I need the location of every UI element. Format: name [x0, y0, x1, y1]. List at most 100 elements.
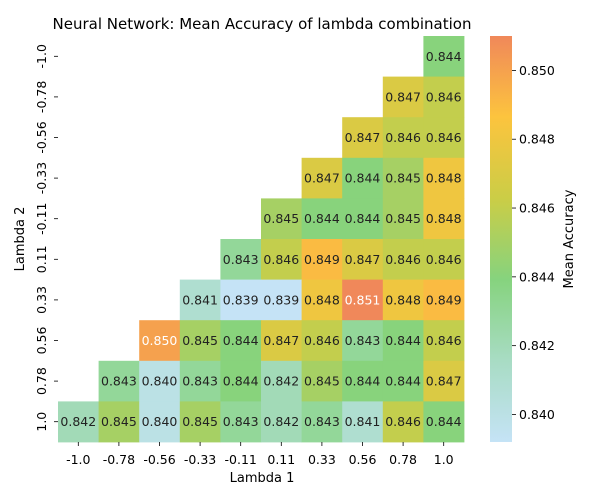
- x-tick-label: -0.78: [103, 452, 135, 467]
- heatmap-cell: [261, 198, 302, 240]
- cell-value-label: 0.848: [426, 171, 462, 186]
- heatmap-cell: [423, 36, 465, 77]
- heatmap-cell: [220, 401, 262, 443]
- heatmap-cell: [382, 279, 424, 321]
- heatmap-cell: [382, 76, 424, 118]
- heatmap-cell: [342, 157, 384, 199]
- y-tick-label: 0.11: [34, 245, 49, 273]
- heatmap-cell: [261, 401, 302, 443]
- cell-value-label: 0.847: [385, 89, 421, 104]
- colorbar-tick-label: 0.848: [519, 132, 555, 147]
- heatmap-cell: [179, 401, 221, 443]
- cell-value-label: 0.843: [223, 252, 259, 267]
- y-tick-label: -0.33: [34, 162, 49, 194]
- cell-value-label: 0.843: [304, 414, 340, 429]
- heatmap-cell: [261, 320, 302, 362]
- cell-value-label: 0.844: [223, 374, 259, 389]
- y-axis: -1.0 -0.78 -0.56 -0.33 -0.11 0.11 0.33 0.56 0.78…: [34, 44, 58, 432]
- heatmap-cell: [98, 360, 140, 402]
- cell-value-label: 0.843: [101, 374, 137, 389]
- cell-value-label: 0.839: [263, 292, 299, 307]
- heatmap-cell: [98, 401, 140, 443]
- cell-value-label: 0.845: [385, 171, 421, 186]
- heatmap-cell: [382, 198, 424, 240]
- cell-value-label: 0.849: [426, 292, 462, 307]
- cell-value-label: 0.850: [142, 333, 178, 348]
- cell-value-label: 0.847: [426, 374, 462, 389]
- y-tick-label: -0.56: [34, 121, 49, 153]
- heatmap-cell: [423, 76, 465, 118]
- cell-value-label: 0.846: [385, 252, 421, 267]
- cell-value-label: 0.845: [101, 414, 137, 429]
- heatmap-cell: [220, 239, 262, 280]
- colorbar-label: Mean Accuracy: [562, 189, 577, 288]
- heatmap-cell: [382, 401, 424, 443]
- x-axis: -1.0 -0.78 -0.56 -0.33 -0.11 0.11 0.33 0.56 0.78…: [66, 442, 454, 467]
- heatmap-cell: [342, 279, 384, 321]
- heatmap-cell: [423, 320, 465, 362]
- heatmap-cell: [423, 198, 465, 240]
- x-tick-label: 0.11: [267, 452, 295, 467]
- cell-value-label: 0.843: [182, 374, 218, 389]
- x-tick-label: -0.33: [184, 452, 216, 467]
- colorbar-tick-label: 0.844: [519, 269, 555, 284]
- heatmap-cell: [342, 239, 384, 280]
- colorbar-tick-label: 0.842: [519, 338, 555, 353]
- heatmap-cell: [301, 239, 343, 280]
- heatmap-cell: [301, 401, 343, 443]
- cell-value-label: 0.844: [345, 211, 381, 226]
- heatmap-cell: [179, 320, 221, 362]
- cell-value-label: 0.842: [263, 414, 299, 429]
- cell-value-label: 0.840: [142, 414, 178, 429]
- heatmap-cells: [58, 36, 465, 443]
- heatmap-cell: [382, 117, 424, 159]
- cell-value-label: 0.844: [385, 374, 421, 389]
- cell-value-label: 0.846: [426, 89, 462, 104]
- heatmap-cell: [220, 279, 262, 321]
- heatmap-cell: [423, 157, 465, 199]
- cell-value-label: 0.847: [345, 252, 381, 267]
- x-tick-label: 0.33: [308, 452, 336, 467]
- cell-value-label: 0.844: [304, 211, 340, 226]
- y-axis-label: Lambda 2: [13, 207, 28, 272]
- cell-value-label: 0.844: [385, 333, 421, 348]
- cell-value-label: 0.847: [263, 333, 299, 348]
- x-axis-label: Lambda 1: [230, 471, 295, 486]
- heatmap-cell: [179, 279, 221, 321]
- y-tick-label: 1.0: [34, 412, 49, 432]
- heatmap-cell: [301, 279, 343, 321]
- chart-title: Neural Network: Mean Accuracy of lambda …: [53, 15, 472, 33]
- cell-value-label: 0.848: [304, 292, 340, 307]
- heatmap-cell: [220, 360, 262, 402]
- y-tick-label: -0.11: [34, 203, 49, 235]
- x-tick-label: -0.11: [225, 452, 257, 467]
- heatmap-cell: [382, 320, 424, 362]
- heatmap-cell: [301, 198, 343, 240]
- heatmap-cell: [301, 320, 343, 362]
- colorbar: [490, 36, 512, 442]
- cell-value-label: 0.846: [304, 333, 340, 348]
- heatmap-cell: [342, 360, 384, 402]
- heatmap-cell: [342, 117, 384, 159]
- y-tick-label: -1.0: [34, 44, 49, 68]
- cell-value-label: 0.840: [142, 374, 178, 389]
- y-tick-label: -0.78: [34, 81, 49, 113]
- cell-value-label: 0.846: [385, 414, 421, 429]
- heatmap-cell: [139, 401, 181, 443]
- heatmap-cell: [382, 157, 424, 199]
- y-tick-label: 0.78: [34, 367, 49, 395]
- heatmap-cell: [423, 401, 465, 443]
- cell-value-label: 0.846: [426, 333, 462, 348]
- cell-value-label: 0.845: [385, 211, 421, 226]
- heatmap-cell: [382, 360, 424, 402]
- cell-value-label: 0.844: [345, 374, 381, 389]
- cell-value-label: 0.842: [60, 414, 96, 429]
- cell-value-label: 0.848: [385, 292, 421, 307]
- cell-value-label: 0.845: [182, 414, 218, 429]
- cell-value-label: 0.844: [426, 49, 462, 64]
- heatmap-cell-labels: 0.844 0.847 0.846 0.847 0.846 0.846 0.847 0.844…: [60, 49, 461, 429]
- cell-value-label: 0.844: [223, 333, 259, 348]
- cell-value-label: 0.845: [182, 333, 218, 348]
- cell-value-label: 0.846: [385, 130, 421, 145]
- cell-value-label: 0.846: [426, 252, 462, 267]
